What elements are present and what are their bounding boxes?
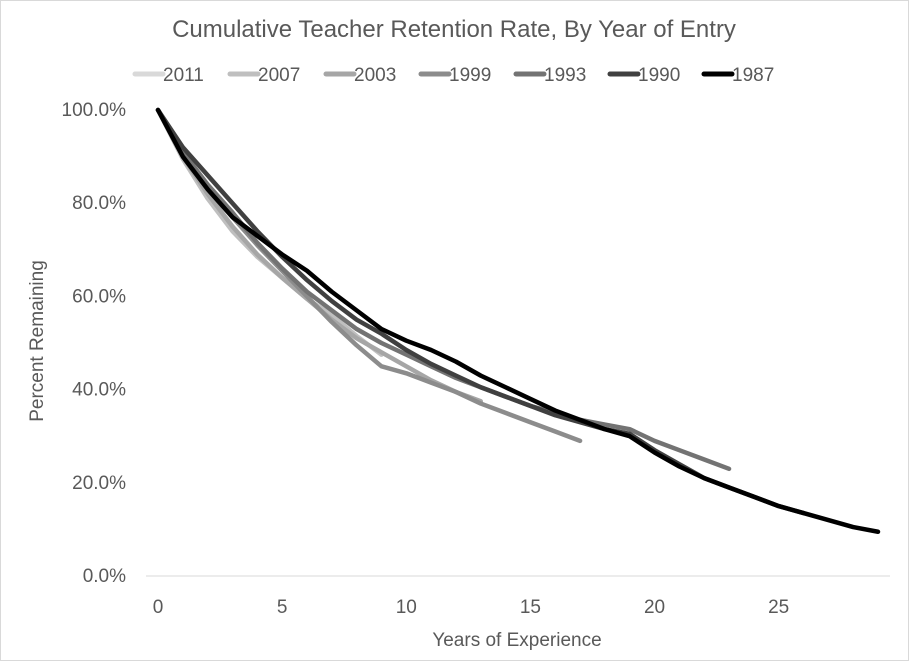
- legend-item: 1987: [701, 65, 774, 86]
- y-tick-label: 0.0%: [83, 566, 126, 587]
- legend-label: 1999: [449, 65, 491, 86]
- x-tick-label: 15: [520, 597, 541, 618]
- y-tick-label: 100.0%: [62, 100, 127, 121]
- x-axis-title: Years of Experience: [432, 630, 601, 651]
- series-line-2003: [155, 107, 484, 404]
- chart-title: Cumulative Teacher Retention Rate, By Ye…: [172, 16, 736, 43]
- tick-labels: 0 5 10 15 20 25 0.0% 20.0% 40.0% 60.0% 80.0% 100.0%: [62, 100, 790, 618]
- legend-item: 1990: [607, 65, 680, 86]
- legend-item: 1993: [513, 65, 586, 86]
- x-tick-label: 25: [768, 597, 789, 618]
- y-tick-label: 40.0%: [72, 380, 126, 401]
- y-tick-label: 20.0%: [72, 473, 126, 494]
- legend-label: 2003: [354, 65, 396, 86]
- legend-label: 1990: [638, 65, 680, 86]
- y-tick-label: 80.0%: [72, 193, 126, 214]
- series-line-1990: [155, 107, 806, 516]
- series-line-1987: [155, 107, 881, 534]
- series-line-2007: [155, 107, 384, 357]
- x-tick-label: 5: [277, 597, 288, 618]
- series-line-1993: [155, 107, 732, 472]
- x-tick-label: 10: [396, 597, 417, 618]
- series-lines: [155, 107, 881, 534]
- legend-label: 2011: [163, 65, 204, 86]
- legend-label: 1987: [732, 65, 774, 86]
- legend-item: 2007: [227, 65, 300, 86]
- legend-item: 1999: [418, 65, 491, 86]
- legend-label: 2007: [258, 65, 300, 86]
- x-tick-label: 0: [153, 597, 164, 618]
- y-axis-title: Percent Remaining: [27, 260, 48, 422]
- legend-item: 2003: [323, 65, 396, 86]
- legend-item: 2011: [132, 65, 204, 86]
- x-tick-label: 20: [644, 597, 665, 618]
- y-tick-label: 60.0%: [72, 286, 126, 307]
- legend-label: 1993: [544, 65, 586, 86]
- legend: 2011 2007 2003 1999 1993 1990 1987: [132, 65, 774, 86]
